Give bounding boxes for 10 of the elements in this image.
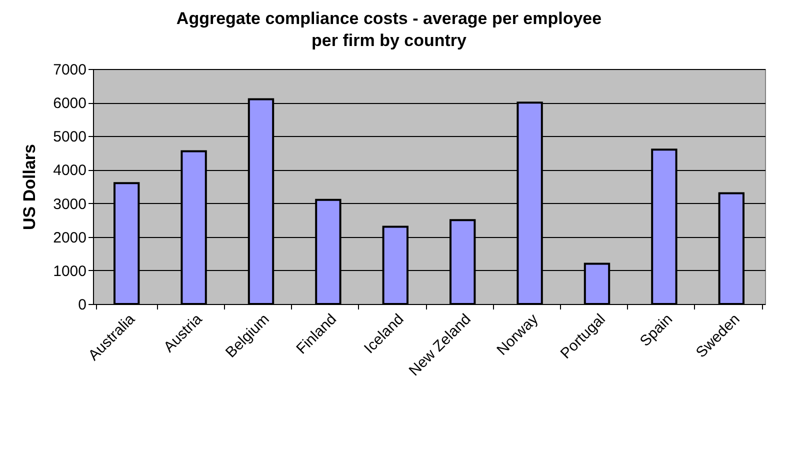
y-tick-label: 1000: [53, 262, 86, 280]
y-tick-label: 0: [78, 296, 86, 314]
y-tick-label: 2000: [53, 229, 86, 246]
y-tick-label: 4000: [53, 162, 86, 180]
y-tick-label: 5000: [53, 128, 86, 146]
y-tick-label: 7000: [53, 62, 86, 78]
y-tick-label: 6000: [53, 95, 86, 112]
chart-title: Aggregate compliance costs - average per employee per firm by country: [176, 9, 602, 50]
y-tick-label: 3000: [53, 196, 86, 213]
y-axis-title: US Dollars: [20, 144, 40, 230]
